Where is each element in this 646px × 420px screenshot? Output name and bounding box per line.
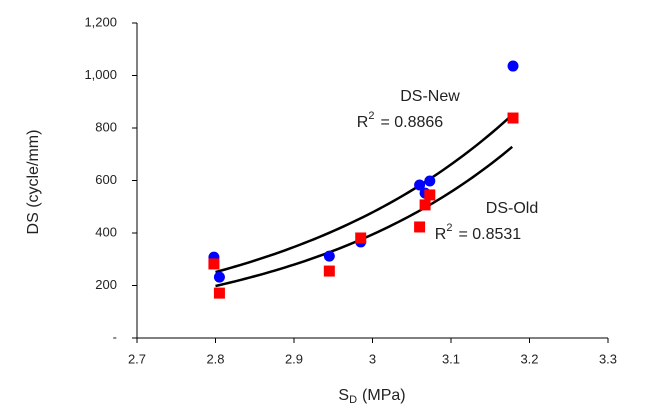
trend-line [215, 113, 514, 274]
y-tick-label: 1,200 [84, 14, 117, 29]
x-tick-label: 3.1 [442, 351, 460, 366]
x-tick-label: 3.3 [599, 351, 617, 366]
point [507, 112, 519, 124]
r2-text: = 0.8866 [380, 114, 443, 131]
x-axis-label: SD (MPa) [338, 387, 405, 406]
y-tick-label: 1,000 [84, 67, 117, 82]
point [424, 189, 436, 201]
x-label-main: S [338, 387, 349, 404]
y-axis-label: DS (cycle/mm) [25, 130, 42, 235]
y-tick-label: 600 [95, 172, 117, 187]
r2-prefix: R [357, 114, 369, 131]
r2-sup: 2 [368, 110, 374, 122]
r2-label: R2 = 0.8531 [435, 222, 522, 243]
series-label: DS-New [400, 88, 460, 105]
r2-label: R2 = 0.8866 [357, 110, 444, 131]
point [414, 179, 426, 191]
y-tick-label: - [113, 329, 117, 344]
y-tick-label: 400 [95, 224, 117, 239]
point [213, 271, 225, 283]
x-tick-label: 2.8 [206, 351, 224, 366]
r2-sup: 2 [446, 222, 452, 234]
point [424, 175, 436, 187]
point [419, 199, 431, 211]
r2-text: = 0.8531 [458, 226, 521, 243]
x-tick-label: 2.7 [128, 351, 146, 366]
r2-prefix: R [435, 226, 447, 243]
x-label-rest: (MPa) [362, 387, 406, 404]
x-label-sub: D [349, 394, 357, 406]
x-tick-label: 2.9 [285, 351, 303, 366]
point [323, 250, 335, 262]
point [355, 232, 367, 244]
y-tick-label: 800 [95, 119, 117, 134]
point [213, 287, 225, 299]
x-tick-label: 3 [369, 351, 376, 366]
series-label: DS-Old [486, 200, 538, 217]
x-tick-label: 3.2 [520, 351, 538, 366]
point [414, 221, 426, 233]
point [507, 60, 519, 72]
point [208, 258, 220, 270]
point [323, 265, 335, 277]
y-tick-label: 200 [95, 277, 117, 292]
